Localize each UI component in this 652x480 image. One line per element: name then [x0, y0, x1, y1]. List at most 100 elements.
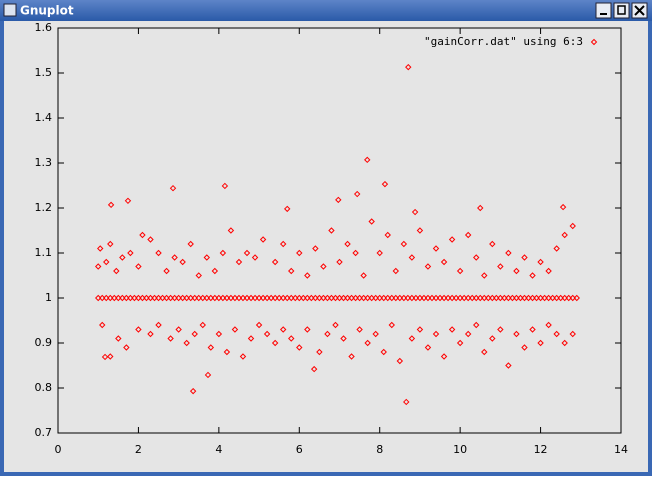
x-tick-label: 0 [55, 443, 62, 456]
point [344, 240, 351, 248]
point [167, 335, 174, 342]
point [239, 353, 247, 360]
point [187, 240, 194, 248]
point [464, 231, 472, 239]
point [381, 180, 389, 188]
point [204, 371, 212, 379]
point [284, 205, 291, 213]
point [372, 330, 379, 338]
point [432, 245, 440, 252]
point [310, 365, 318, 373]
point [432, 330, 440, 338]
point [340, 335, 347, 342]
point [243, 249, 251, 257]
point [304, 272, 311, 279]
point [356, 326, 363, 333]
y-tick-label: 1.1 [35, 246, 53, 259]
point [324, 330, 331, 338]
point [103, 258, 110, 266]
point [179, 258, 186, 266]
point [456, 339, 464, 347]
point [489, 240, 496, 248]
point [195, 272, 202, 279]
point [553, 245, 560, 252]
point [388, 321, 395, 329]
point [97, 245, 104, 252]
point [573, 294, 580, 302]
point [396, 357, 404, 365]
point [529, 326, 536, 333]
x-tick-label: 8 [376, 443, 383, 456]
point [545, 267, 552, 275]
point [107, 353, 114, 360]
point [440, 353, 448, 360]
point [513, 267, 520, 275]
point [247, 335, 255, 342]
point [251, 254, 259, 261]
close-icon [634, 5, 645, 16]
point [505, 362, 512, 369]
point [263, 330, 271, 338]
point [561, 339, 568, 347]
point [113, 267, 120, 275]
point [169, 184, 177, 192]
point [147, 330, 154, 338]
maximize-icon [617, 5, 626, 15]
point [368, 218, 375, 225]
plot-border [57, 27, 622, 434]
point [335, 196, 342, 204]
legend-label: "gainCorr.dat" using 6:3 [424, 35, 583, 48]
point [448, 326, 456, 333]
point [411, 208, 419, 216]
point [424, 344, 432, 351]
point [135, 326, 142, 333]
point [569, 222, 576, 230]
point [481, 348, 488, 356]
point [271, 339, 279, 347]
minimize-button[interactable] [595, 2, 612, 19]
point [288, 335, 295, 342]
point [296, 344, 303, 351]
point [171, 254, 178, 261]
point [155, 249, 162, 257]
point [360, 272, 367, 279]
point [163, 267, 170, 275]
point [561, 231, 568, 239]
point [529, 272, 536, 279]
point [207, 344, 215, 351]
point [183, 339, 190, 347]
point [215, 330, 223, 338]
y-tick-label: 0.7 [35, 426, 53, 439]
point [464, 330, 472, 338]
point [380, 348, 387, 356]
point [191, 330, 198, 338]
point [473, 254, 480, 261]
point [521, 254, 528, 261]
window-buttons[interactable] [595, 2, 648, 19]
point [392, 267, 400, 275]
point [107, 201, 115, 209]
y-tick-label: 1.2 [35, 201, 53, 214]
point [376, 249, 383, 257]
point [271, 258, 279, 266]
point [440, 258, 448, 266]
point [521, 344, 528, 351]
point [279, 326, 287, 333]
point [189, 387, 197, 395]
point [408, 254, 416, 261]
point [559, 203, 567, 211]
point [384, 231, 391, 239]
point [127, 249, 134, 257]
point [101, 353, 109, 361]
point [135, 263, 142, 270]
title-bar [0, 0, 652, 21]
point [336, 258, 343, 266]
x-tick-label: 10 [453, 443, 467, 456]
point [312, 245, 319, 252]
point [99, 321, 106, 329]
point [545, 321, 552, 329]
point [473, 321, 480, 329]
legend-marker [590, 38, 598, 46]
x-tick-label: 6 [296, 443, 303, 456]
